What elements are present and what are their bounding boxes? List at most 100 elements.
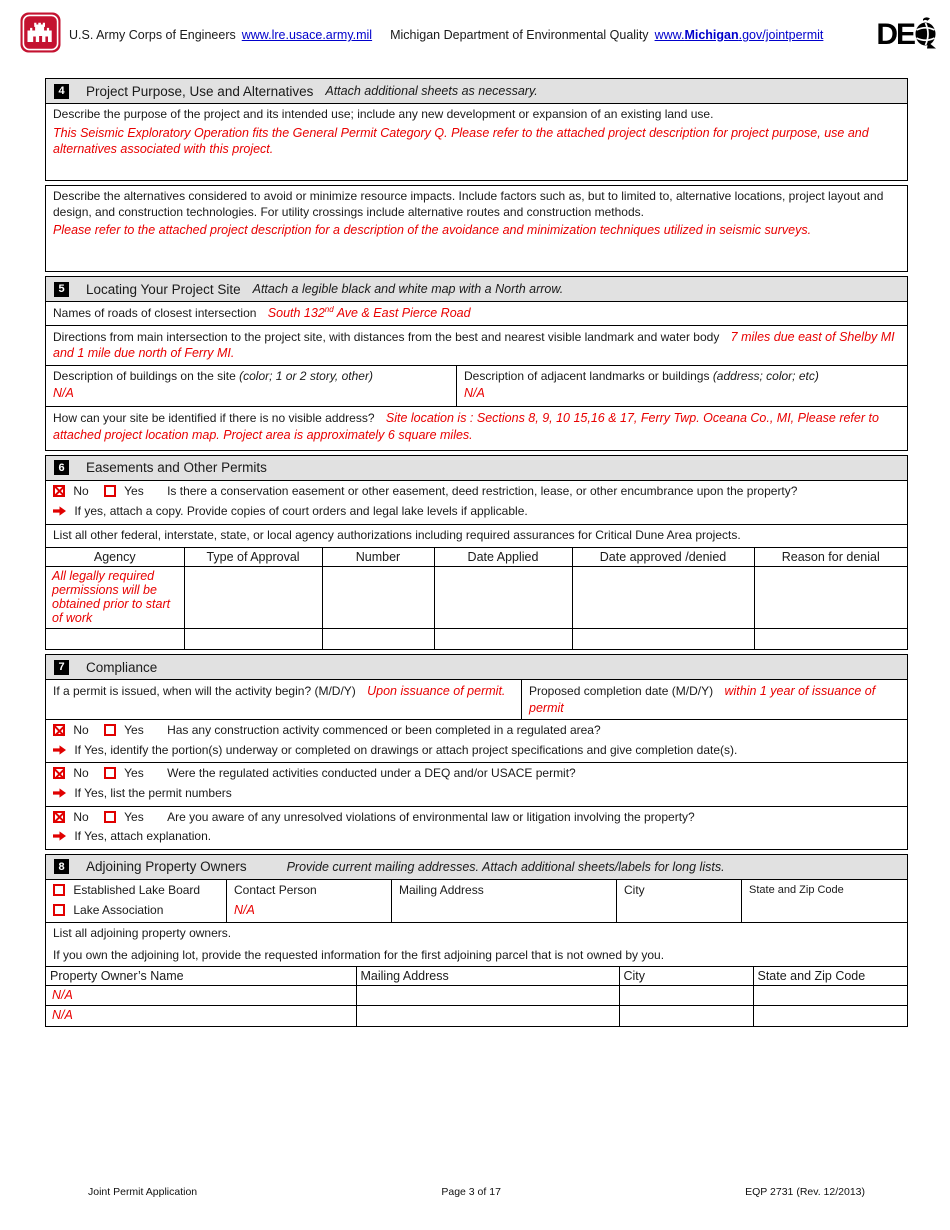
owner-city-cell[interactable] [618, 985, 754, 1007]
construction-question: Has any construction activity commenced … [167, 723, 601, 738]
date-approved-denied-cell[interactable] [571, 565, 755, 629]
mailing-address-label: Mailing Address [399, 882, 484, 897]
directions-answer[interactable]: 7 miles due east of Shelby MI and 1 mile… [53, 329, 895, 361]
completion-date-field[interactable]: Proposed completion date (M/D/Y) within … [521, 680, 907, 720]
contact-mailing-address-field[interactable]: Mailing Address [391, 879, 616, 922]
owner-name-cell[interactable]: N/A [46, 1005, 357, 1026]
construction-yes-checkbox[interactable] [104, 724, 117, 737]
contact-city-field[interactable]: City [616, 879, 741, 922]
violations-followup: If Yes, attach explanation. [74, 829, 212, 844]
state-zip-label: State and Zip Code [749, 883, 844, 896]
type-of-approval-cell[interactable] [183, 627, 323, 650]
contact-person-field[interactable]: Contact Person N/A [226, 879, 391, 922]
section-7-compliance: 7 Compliance If a permit is issued, when… [45, 654, 908, 850]
purpose-answer[interactable]: This Seismic Exploratory Operation fits … [53, 125, 869, 156]
easement-question: Is there a conservation easement or othe… [167, 483, 798, 498]
number-cell[interactable] [321, 627, 435, 650]
owner-state-zip-cell[interactable] [752, 1005, 907, 1026]
construction-no-label: No [73, 723, 89, 738]
reason-for-denial-cell[interactable] [753, 565, 907, 629]
alternatives-field[interactable]: Describe the alternatives considered to … [46, 186, 907, 271]
lake-board-row: Established Lake Board Lake Association … [46, 878, 907, 922]
deq-permit-question: Were the regulated activities conducted … [167, 766, 576, 781]
date-approved-denied-cell[interactable] [571, 627, 755, 650]
contact-state-zip-field[interactable]: State and Zip Code [741, 879, 907, 922]
completion-date-answer[interactable]: within 1 year of issuance of permit [529, 684, 876, 715]
violations-yes-checkbox[interactable] [104, 810, 117, 823]
agency-value[interactable]: All legally required permissions will be… [52, 568, 171, 625]
purpose-field[interactable]: Describe the purpose of the project and … [46, 103, 907, 180]
deq-permit-no-checkbox[interactable] [53, 767, 65, 780]
roads-answer[interactable]: South 132nd Ave & East Pierce Road [267, 305, 471, 321]
site-identify-prompt: How can your site be identified if there… [53, 410, 375, 425]
deq-logo: DE [876, 16, 938, 55]
type-of-approval-cell[interactable] [183, 565, 323, 629]
deq-permit-followup: If Yes, list the permit numbers [74, 786, 232, 800]
section-4-header: 4 Project Purpose, Use and Alternatives … [46, 79, 907, 103]
section-6-easements-permits: 6 Easements and Other Permits No Yes Is … [45, 454, 908, 651]
violations-no-checkbox[interactable] [53, 810, 65, 823]
deq-permit-yes-checkbox[interactable] [104, 767, 117, 780]
owner-name-value[interactable]: N/A [52, 988, 73, 1003]
roads-field[interactable]: Names of roads of closest intersection S… [46, 301, 907, 325]
activity-begin-answer[interactable]: Upon issuance of permit. [367, 684, 506, 699]
contact-person-value[interactable]: N/A [234, 903, 255, 918]
construction-no-checkbox[interactable] [53, 724, 65, 737]
easement-no-checkbox[interactable] [53, 484, 65, 497]
site-identify-field[interactable]: How can your site be identified if there… [46, 405, 907, 450]
section-7-header: 7 Compliance [46, 655, 907, 680]
lake-association-checkbox[interactable] [53, 904, 65, 917]
landmarks-prompt: Description of adjacent landmarks or bui… [464, 368, 710, 383]
section-4-title: Project Purpose, Use and Alternatives [86, 83, 314, 99]
usace-link[interactable]: www.lre.usace.army.mil [241, 28, 373, 42]
reason-for-denial-cell[interactable] [753, 627, 907, 650]
owner-name-cell[interactable]: N/A [46, 985, 357, 1007]
activity-begin-field[interactable]: If a permit is issued, when will the act… [46, 680, 521, 719]
directions-prompt: Directions from main intersection to the… [53, 329, 720, 344]
agency-header: Agency [46, 547, 185, 567]
red-arrow-icon [53, 787, 66, 801]
deq-link[interactable]: www.Michigan.gov/jointpermit [654, 28, 824, 42]
owner-state-zip-header: State and Zip Code [752, 966, 907, 987]
owner-city-cell[interactable] [618, 1005, 754, 1026]
section-8-header: 8 Adjoining Property Owners Provide curr… [46, 854, 907, 879]
agency-cell[interactable]: All legally required permissions will be… [46, 565, 185, 629]
red-arrow-icon [53, 505, 66, 519]
directions-field[interactable]: Directions from main intersection to the… [46, 324, 907, 365]
adjoining-owners-prompt-2: If you own the adjoining lot, provide th… [53, 947, 665, 962]
date-approved-denied-header: Date approved /denied [571, 547, 755, 567]
section-5-locating-project-site: 5 Locating Your Project Site Attach a le… [45, 276, 908, 451]
construction-yes-label: Yes [124, 723, 144, 738]
date-applied-cell[interactable] [433, 565, 573, 629]
easement-yes-checkbox[interactable] [104, 484, 117, 497]
type-of-approval-header: Type of Approval [183, 547, 323, 567]
established-lake-board-checkbox[interactable] [53, 883, 65, 896]
number-header: Number [321, 547, 435, 567]
deq-globe-q-icon [914, 16, 938, 55]
agency-table-header-row: Agency Type of Approval Number Date Appl… [46, 547, 907, 567]
buildings-answer[interactable]: N/A [53, 385, 74, 400]
owner-name-value[interactable]: N/A [52, 1008, 73, 1023]
violations-yes-label: Yes [124, 809, 144, 824]
deq-permit-yes-label: Yes [124, 766, 144, 781]
section-7-title: Compliance [86, 659, 158, 675]
owner-table-row: N/A [46, 985, 907, 1007]
section-8-adjoining-property-owners: 8 Adjoining Property Owners Provide curr… [45, 853, 908, 1027]
agency-cell[interactable] [46, 627, 185, 650]
section-8-note: Provide current mailing addresses. Attac… [286, 859, 725, 874]
date-applied-cell[interactable] [433, 627, 573, 650]
site-identify-answer[interactable]: Site location is : Sections 8, 9, 10 15,… [53, 410, 879, 442]
owner-state-zip-cell[interactable] [752, 985, 907, 1007]
alternatives-answer[interactable]: Please refer to the attached project des… [53, 223, 812, 238]
buildings-field[interactable]: Description of buildings on the site (co… [46, 366, 456, 406]
deq-logo-text: DE [876, 18, 916, 51]
landmarks-field[interactable]: Description of adjacent landmarks or bui… [456, 365, 907, 406]
construction-commenced-row: No Yes Has any construction activity com… [46, 719, 907, 762]
owner-mailing-cell[interactable] [355, 985, 620, 1007]
number-cell[interactable] [321, 565, 435, 629]
violations-no-label: No [73, 809, 89, 824]
lake-board-field: Established Lake Board Lake Association [46, 880, 226, 922]
purpose-prompt: Describe the purpose of the project and … [53, 107, 714, 121]
landmarks-answer[interactable]: N/A [464, 385, 485, 400]
owner-mailing-cell[interactable] [355, 1005, 620, 1026]
